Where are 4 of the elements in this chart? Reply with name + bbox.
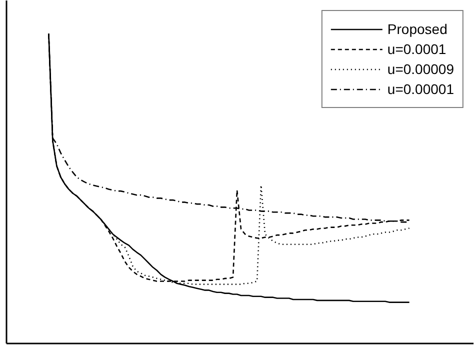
legend-label: Proposed — [387, 21, 448, 37]
legend-label: u=0.00001 — [387, 81, 454, 97]
legend-label: u=0.0001 — [387, 41, 446, 57]
legend-label: u=0.00009 — [387, 61, 454, 77]
